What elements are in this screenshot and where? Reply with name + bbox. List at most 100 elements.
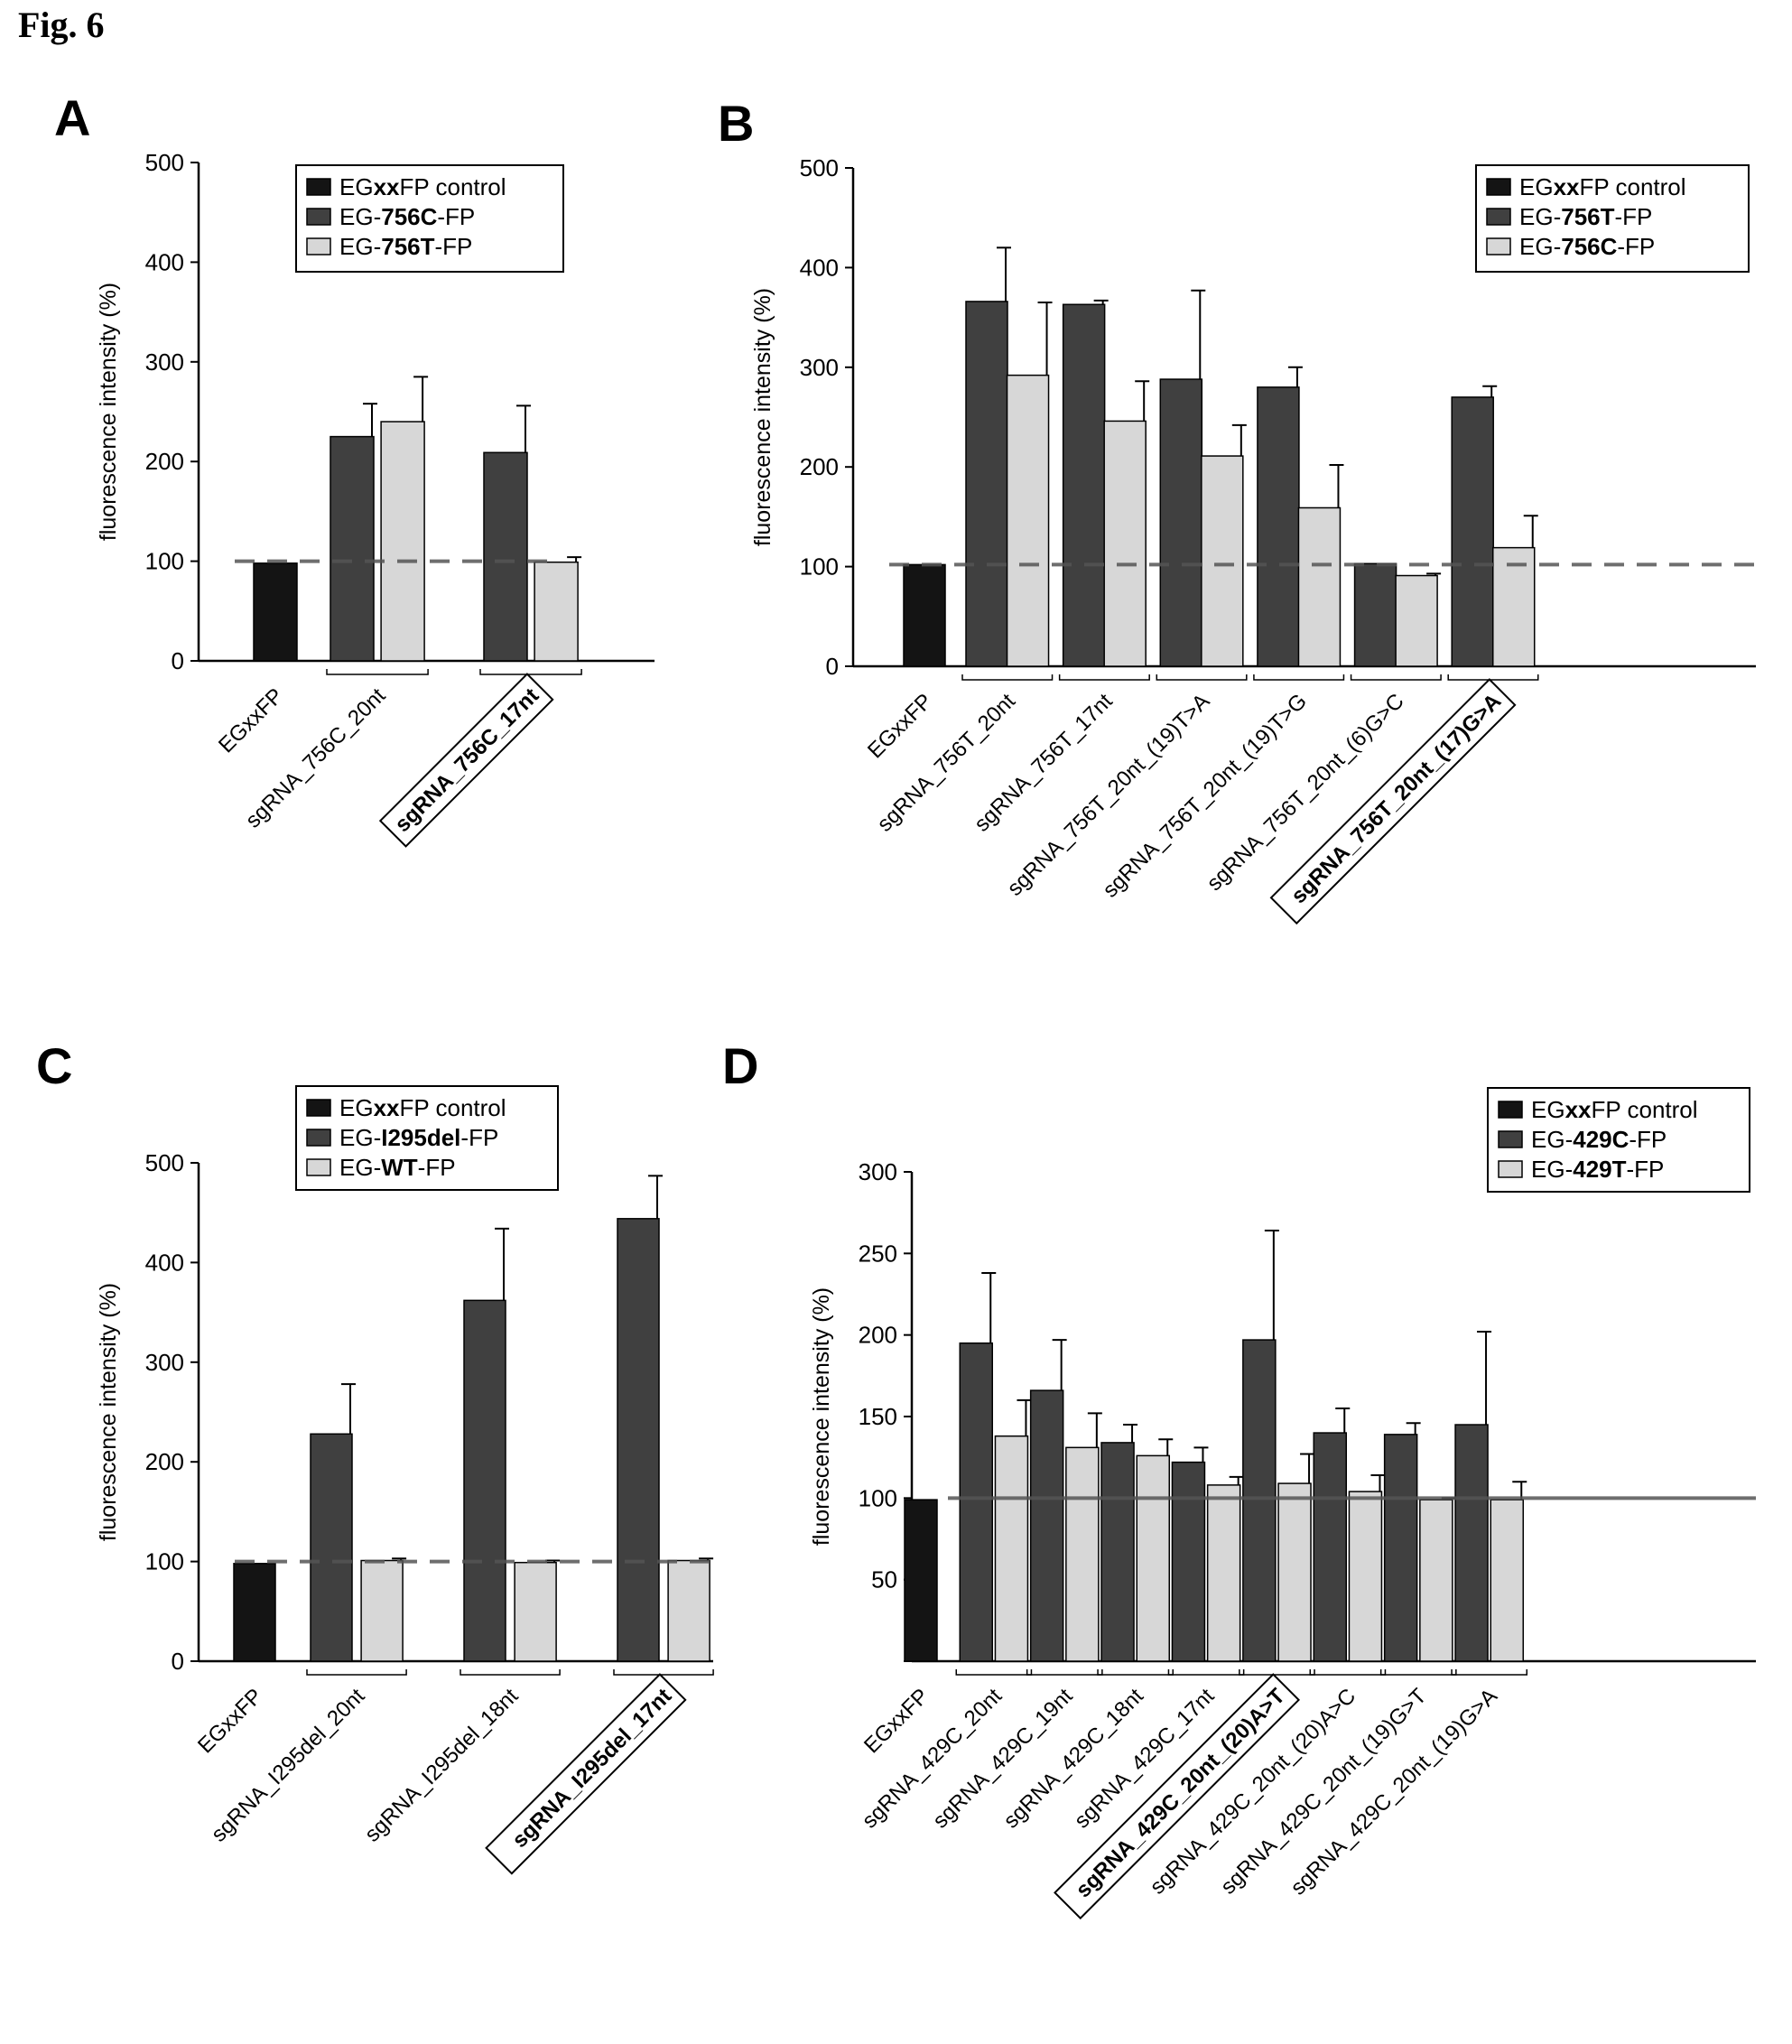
- bar: [1348, 1491, 1383, 1662]
- y-tick-label: 300: [800, 354, 839, 381]
- legend-label: EG-756C-FP: [1519, 233, 1655, 260]
- y-tick-label: 250: [859, 1240, 897, 1267]
- y-tick-label: 400: [800, 254, 839, 281]
- legend: EGxxFP control EG-756T-FP EG-756C-FP: [1475, 164, 1750, 273]
- bar: [1062, 303, 1106, 667]
- y-tick-label: 300: [859, 1158, 897, 1185]
- group-bracket: [1447, 674, 1539, 681]
- y-axis-title: fluorescence intensity (%): [750, 288, 775, 546]
- bar: [994, 1435, 1029, 1662]
- highlight-box: [1269, 678, 1517, 925]
- x-tick-label: EGxxFP: [863, 689, 937, 763]
- bar: [903, 563, 946, 667]
- bar: [1171, 1461, 1206, 1662]
- legend-label: EG-WT-FP: [339, 1154, 456, 1181]
- group-bracket: [460, 1669, 561, 1676]
- group-bracket: [1026, 1669, 1103, 1676]
- bar: [253, 562, 298, 662]
- group-bracket: [1309, 1669, 1387, 1676]
- panel-label: B: [718, 95, 754, 152]
- x-tick-label: sgRNA_756T_20nt_(17)G>A: [1286, 689, 1506, 908]
- panel-label: A: [54, 89, 90, 146]
- group-bracket: [1451, 1669, 1527, 1676]
- group-bracket: [613, 1669, 714, 1676]
- legend-swatch: [306, 178, 331, 196]
- y-tick-label: 500: [145, 149, 184, 176]
- bar: [514, 1561, 557, 1662]
- bar: [1159, 378, 1203, 667]
- group-bracket: [1239, 1669, 1315, 1676]
- x-tick-label: sgRNA_756T_20nt_(19)T>G: [1098, 689, 1312, 903]
- legend-label: EG-429C-FP: [1531, 1126, 1667, 1153]
- bar: [667, 1559, 710, 1662]
- legend-swatch: [1498, 1101, 1523, 1119]
- y-tick-label: 300: [145, 1349, 184, 1376]
- bar: [463, 1299, 506, 1662]
- legend: EGxxFP control EG-I295del-FP EG-WT-FP: [295, 1085, 559, 1191]
- legend-label: EGxxFP control: [1531, 1096, 1698, 1123]
- panel-label: D: [722, 1037, 758, 1094]
- y-tick-label: 200: [859, 1322, 897, 1349]
- bar: [483, 451, 528, 662]
- group-bracket: [326, 669, 429, 675]
- y-tick-label: 150: [859, 1403, 897, 1430]
- chart-panel-c: C 0 100 200 300 400 500 fluorescence intensity …: [36, 1037, 714, 1875]
- chart-panel-d: D 50 100 150 200 250 300 fluorescence intensity…: [722, 1037, 1756, 1920]
- bar: [1136, 1454, 1170, 1662]
- legend-label: EG-756C-FP: [339, 203, 475, 230]
- legend-label: EG-429T-FP: [1531, 1156, 1664, 1183]
- bar: [1353, 562, 1397, 667]
- y-tick-label: 500: [800, 154, 839, 181]
- bar: [233, 1563, 276, 1662]
- legend-swatch: [306, 1158, 331, 1176]
- legend: EGxxFP control EG-756C-FP EG-756T-FP: [295, 164, 564, 273]
- bar: [1454, 1424, 1489, 1662]
- x-tick-label: sgRNA_756T_20nt_(6)G>C: [1202, 689, 1409, 896]
- y-tick-label: 400: [145, 248, 184, 275]
- bar: [965, 301, 1008, 667]
- group-bracket: [1058, 674, 1150, 681]
- x-tick-label: sgRNA_756C_17nt: [390, 683, 543, 837]
- y-tick-label: 200: [145, 1448, 184, 1475]
- x-tick-label: EGxxFP: [193, 1684, 267, 1758]
- group-bracket: [955, 1669, 1033, 1676]
- x-tick-label: EGxxFP: [859, 1684, 933, 1758]
- bar: [1491, 546, 1536, 667]
- y-axis-title: fluorescence intensity (%): [809, 1287, 834, 1546]
- legend-label: EG-756T-FP: [1519, 203, 1652, 230]
- group-bracket: [1379, 1669, 1457, 1676]
- bar: [904, 1499, 938, 1662]
- group-bracket: [961, 674, 1054, 681]
- legend-swatch: [306, 237, 331, 256]
- bar: [1383, 1434, 1418, 1662]
- y-tick-label: 0: [826, 653, 839, 680]
- legend-swatch: [1486, 208, 1511, 226]
- legend-swatch: [306, 1129, 331, 1147]
- y-tick-label: 100: [800, 553, 839, 581]
- bar: [617, 1218, 660, 1662]
- chart-panel-a: A 0 100 200 300 400 500 fluorescence intensity …: [54, 89, 655, 848]
- legend-swatch: [1486, 237, 1511, 256]
- highlight-box: [378, 673, 554, 848]
- legend-frame: [1475, 164, 1750, 273]
- y-tick-label: 100: [145, 548, 184, 575]
- bar: [1277, 1482, 1312, 1662]
- bar: [1419, 1499, 1453, 1662]
- y-tick-label: 300: [145, 348, 184, 376]
- bar: [1451, 396, 1494, 667]
- figure-label: Fig. 6: [18, 5, 105, 45]
- bar: [1103, 420, 1147, 667]
- legend-swatch: [306, 1099, 331, 1117]
- bar: [1313, 1432, 1347, 1662]
- group-bracket: [1253, 674, 1345, 681]
- y-tick-label: 100: [145, 1548, 184, 1575]
- legend-swatch: [306, 208, 331, 226]
- panel-label: C: [36, 1037, 72, 1094]
- group-bracket: [306, 1669, 407, 1676]
- bar: [1006, 374, 1050, 667]
- group-bracket: [479, 669, 582, 675]
- highlight-box: [485, 1673, 687, 1875]
- y-tick-label: 0: [172, 1648, 184, 1675]
